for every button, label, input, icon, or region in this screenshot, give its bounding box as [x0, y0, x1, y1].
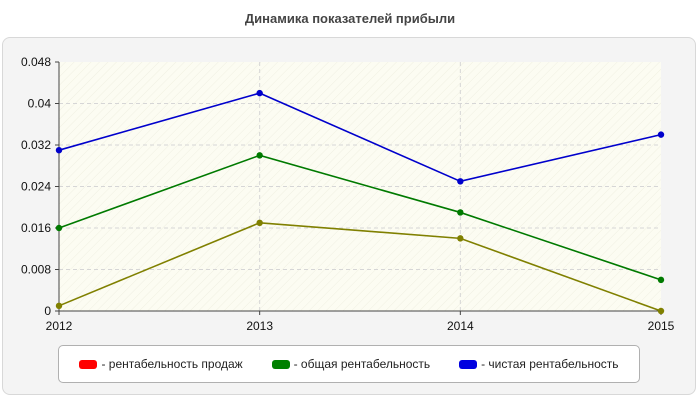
legend-swatch-red	[79, 359, 98, 369]
data-point	[256, 219, 263, 227]
series-line-0	[58, 222, 662, 312]
data-point	[657, 131, 665, 138]
legend-swatch-blue	[459, 359, 478, 369]
grid-lines	[59, 62, 661, 311]
data-point	[657, 307, 665, 315]
data-point	[55, 302, 63, 310]
data-point	[457, 209, 464, 216]
data-point	[657, 276, 665, 284]
x-tick-label: 2013	[246, 319, 273, 333]
data-point	[55, 224, 63, 232]
x-tick-label: 2015	[648, 319, 675, 333]
y-tick-label: 0.016	[21, 221, 51, 235]
data-point	[457, 178, 464, 185]
x-tick-label: 2012	[46, 319, 73, 333]
data-point	[55, 146, 63, 154]
series-line-2	[58, 92, 662, 183]
legend-label: - общая рентабельность	[293, 357, 431, 371]
y-tick-label: 0.04	[28, 97, 52, 111]
y-tick-label: 0.048	[21, 55, 51, 69]
legend-label: - чистая рентабельность	[481, 357, 619, 371]
data-point	[256, 89, 263, 97]
y-tick-label: 0	[44, 304, 51, 318]
data-point	[256, 152, 263, 159]
legend-swatch-green	[271, 359, 290, 369]
y-tick-label: 0.024	[21, 180, 51, 194]
legend-item-sales-profitability[interactable]: - рентабельность продаж	[79, 357, 243, 371]
legend-label: - рентабельность продаж	[101, 357, 243, 371]
legend-item-net-profitability[interactable]: - чистая рентабельность	[459, 357, 619, 371]
legend-item-total-profitability[interactable]: - общая рентабельность	[271, 357, 431, 371]
y-tick-label: 0.032	[21, 138, 51, 152]
series-line-1	[58, 154, 662, 281]
series-lines	[55, 89, 665, 315]
y-axis-ticks: 0 0.008 0.016 0.024 0.032 0.04 0.048	[21, 55, 59, 318]
y-tick-label: 0.008	[21, 263, 51, 277]
x-axis-ticks: 2012 2013 2014 2015	[46, 311, 675, 333]
x-tick-label: 2014	[447, 319, 474, 333]
legend: - рентабельность продаж - общая рентабел…	[58, 345, 640, 383]
chart-title: Динамика показателей прибыли	[244, 11, 456, 26]
data-point	[457, 235, 464, 242]
